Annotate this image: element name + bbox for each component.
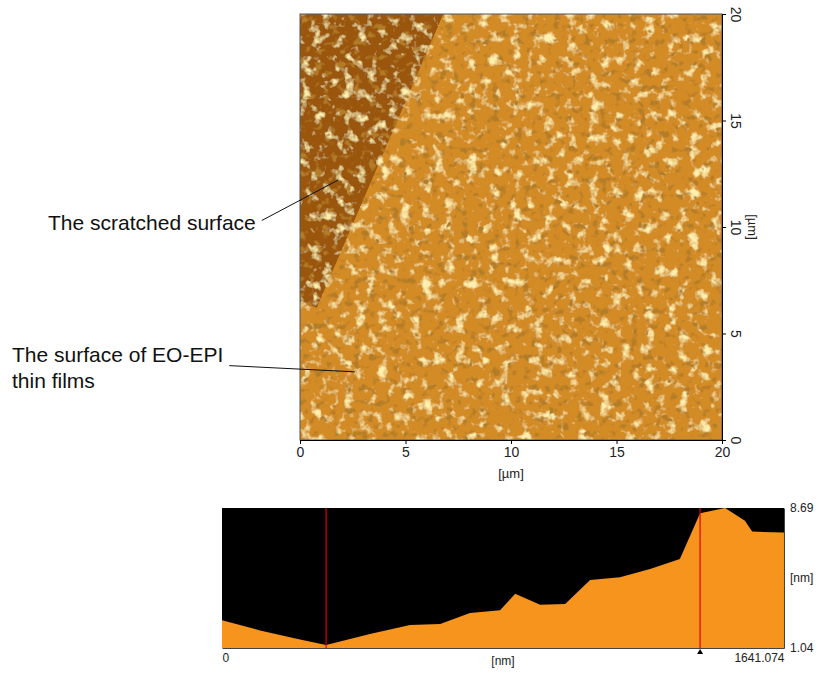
y-axis: 0 5 10 15 20: [722, 7, 744, 445]
x-tick-label: 20: [715, 444, 731, 460]
y-tick-mark: [722, 227, 726, 228]
profile-x-tick: 0: [223, 648, 230, 665]
y-tick-label: 20: [728, 7, 744, 23]
cursor-line: [699, 508, 700, 648]
y-tick-label: 5: [728, 330, 744, 338]
profile-x-tick-label: 0: [223, 651, 230, 665]
cursor-marker: [697, 649, 703, 654]
x-tick: 10: [504, 440, 520, 460]
y-axis-line: [723, 15, 727, 441]
profile-y-tick-label: 1.04: [790, 641, 814, 655]
leader-line: [229, 366, 355, 372]
figure: 0 5 10 15 20 [µm] 0 5 10 15 20 [µm] The scratched su…: [0, 0, 833, 679]
profile-plot: [222, 508, 784, 648]
y-tick-label: 0: [728, 437, 744, 445]
profile-x-title: [nm]: [491, 654, 514, 668]
annotation: The scratched surface: [48, 211, 256, 234]
y-tick: 5: [722, 330, 744, 338]
profile-background: [222, 508, 784, 648]
y-tick-mark: [722, 334, 726, 335]
afm-surface: [300, 14, 722, 440]
profile-x-axis-line: [223, 648, 785, 649]
image-frame: [300, 14, 722, 440]
y-tick-label: 15: [728, 113, 744, 129]
y-tick-label: 10: [728, 220, 744, 236]
y-tick: 0: [722, 437, 744, 445]
profile-y-tick: 8.69: [784, 501, 814, 515]
profile-x-tick: 1641.074: [734, 648, 784, 665]
cursor-line: [326, 508, 327, 648]
x-tick-label: 5: [402, 444, 410, 460]
x-tick-label: 10: [504, 444, 520, 460]
leader-line: [262, 180, 338, 220]
x-tick-label: 0: [297, 444, 305, 460]
y-tick: 15: [722, 113, 744, 129]
annotation: The surface of EO-EPIthin films: [12, 343, 223, 392]
y-tick-mark: [722, 121, 726, 122]
x-tick: 0: [297, 440, 305, 460]
y-tick-mark: [722, 440, 726, 441]
profile-y-tick-label: 8.69: [790, 501, 814, 515]
x-axis-title: [µm]: [498, 466, 524, 481]
image-area: [300, 14, 722, 440]
profile-x-tick-label: 1641.074: [734, 651, 784, 665]
x-tick: 15: [609, 440, 625, 460]
profile-y-tick: 1.04: [784, 641, 814, 655]
profile-y-axis: 1.04 8.69: [784, 501, 814, 655]
profile-area: [222, 508, 784, 648]
x-tick: 5: [402, 440, 410, 460]
profile-y-title: [nm]: [790, 571, 813, 585]
scratch-band: [300, 14, 443, 308]
y-tick: 10: [722, 220, 744, 236]
y-axis-title: [µm]: [745, 214, 760, 240]
x-axis: 0 5 10 15 20: [297, 440, 731, 460]
y-tick: 20: [722, 7, 744, 23]
profile-y-axis-line: [784, 509, 785, 649]
y-tick-mark: [722, 14, 726, 15]
x-tick-label: 15: [609, 444, 625, 460]
